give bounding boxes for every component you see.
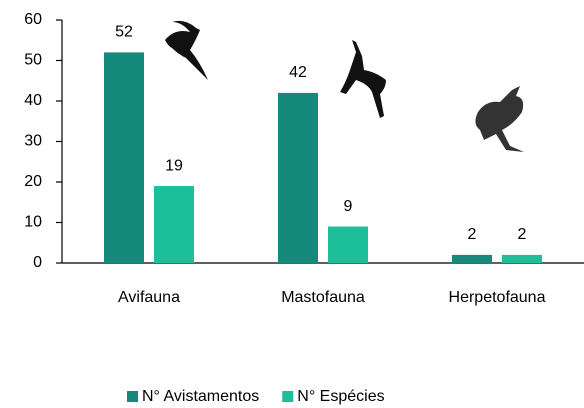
bird-icon: [165, 20, 208, 80]
legend-label: N° Avistamentos: [142, 388, 259, 405]
data-label: 52: [115, 24, 133, 41]
legend-label: N° Espécies: [297, 388, 384, 405]
x-tick-label: Herpetofauna: [449, 289, 546, 306]
x-tick-label: Avifauna: [118, 289, 180, 306]
bar: [278, 92, 318, 264]
y-tick-label: 0: [33, 254, 42, 271]
y-tick-label: 50: [24, 52, 42, 69]
data-label: 9: [344, 198, 353, 215]
data-label: 2: [518, 226, 527, 243]
frog-icon: [475, 86, 524, 152]
legend-swatch: [127, 391, 138, 402]
data-label: 42: [289, 64, 307, 81]
y-tick-label: 30: [24, 133, 42, 150]
data-label: 2: [468, 226, 477, 243]
bar: [452, 254, 492, 263]
y-tick-label: 20: [24, 173, 42, 190]
y-tick-label: 60: [24, 11, 42, 28]
bar: [328, 226, 368, 263]
data-label: 19: [165, 157, 183, 174]
bar: [104, 52, 144, 264]
deer-icon: [340, 40, 386, 118]
bar: [154, 186, 194, 263]
y-tick-label: 40: [24, 92, 42, 109]
x-tick-label: Mastofauna: [281, 289, 365, 306]
y-tick-label: 10: [24, 214, 42, 231]
bar: [502, 254, 542, 263]
legend-swatch: [282, 391, 294, 402]
